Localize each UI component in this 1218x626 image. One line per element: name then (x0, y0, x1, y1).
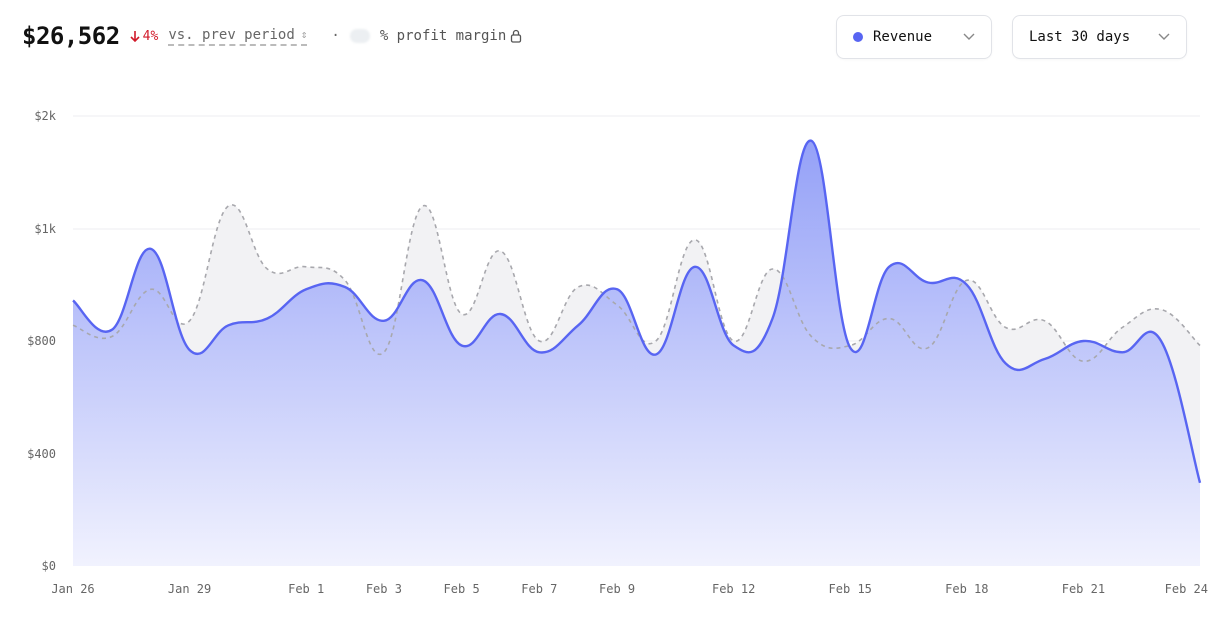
metric-label: Revenue (873, 29, 933, 45)
separator: · (331, 28, 340, 44)
y-tick-label: $400 (27, 447, 56, 461)
y-tick-label: $2k (34, 109, 56, 123)
summary-header: $26,562 4% vs. prev period ⇕ · % profit … (22, 14, 522, 58)
compare-period-toggle[interactable]: vs. prev period ⇕ (168, 26, 308, 46)
x-tick-label: Feb 3 (366, 582, 402, 596)
chevron-down-icon (1158, 33, 1170, 41)
x-tick-label: Feb 24 (1165, 582, 1208, 596)
revenue-line (72, 139, 1202, 484)
x-axis: Jan 26 Jan 29 Feb 1 Feb 3 Feb 5 Feb 7 Feb 9 Feb… (51, 582, 1208, 596)
delta-badge: 4% (130, 28, 159, 44)
chevron-down-icon (963, 33, 975, 41)
compare-label: vs. prev period (168, 26, 295, 43)
y-tick-label: $800 (27, 334, 56, 348)
x-tick-label: Feb 5 (444, 582, 480, 596)
x-tick-label: Feb 7 (521, 582, 557, 596)
x-tick-label: Feb 18 (945, 582, 988, 596)
date-range-label: Last 30 days (1029, 29, 1131, 45)
arrow-down-icon (130, 30, 140, 42)
margin-label: % profit margin (379, 28, 507, 44)
x-tick-label: Feb 12 (712, 582, 755, 596)
x-tick-label: Feb 15 (829, 582, 872, 596)
x-tick-label: Jan 26 (51, 582, 94, 596)
lock-icon (510, 29, 522, 43)
y-tick-label: $1k (34, 222, 56, 236)
profit-margin[interactable]: % profit margin (380, 28, 522, 44)
metric-select[interactable]: Revenue (836, 15, 992, 59)
x-tick-label: Feb 9 (599, 582, 635, 596)
x-tick-label: Jan 29 (168, 582, 211, 596)
x-tick-label: Feb 21 (1062, 582, 1105, 596)
hidden-margin-value (349, 29, 370, 43)
legend-dot (853, 32, 863, 42)
y-axis: $0 $400 $800 $1k $2k (27, 109, 57, 573)
delta-value: 4% (142, 28, 159, 44)
total-revenue: $26,562 (22, 22, 120, 50)
y-tick-label: $0 (42, 559, 56, 573)
x-tick-label: Feb 1 (288, 582, 324, 596)
sort-icon: ⇕ (300, 28, 308, 41)
date-range-select[interactable]: Last 30 days (1012, 15, 1187, 59)
revenue-area (73, 140, 1200, 566)
previous-period-line (72, 204, 1201, 363)
